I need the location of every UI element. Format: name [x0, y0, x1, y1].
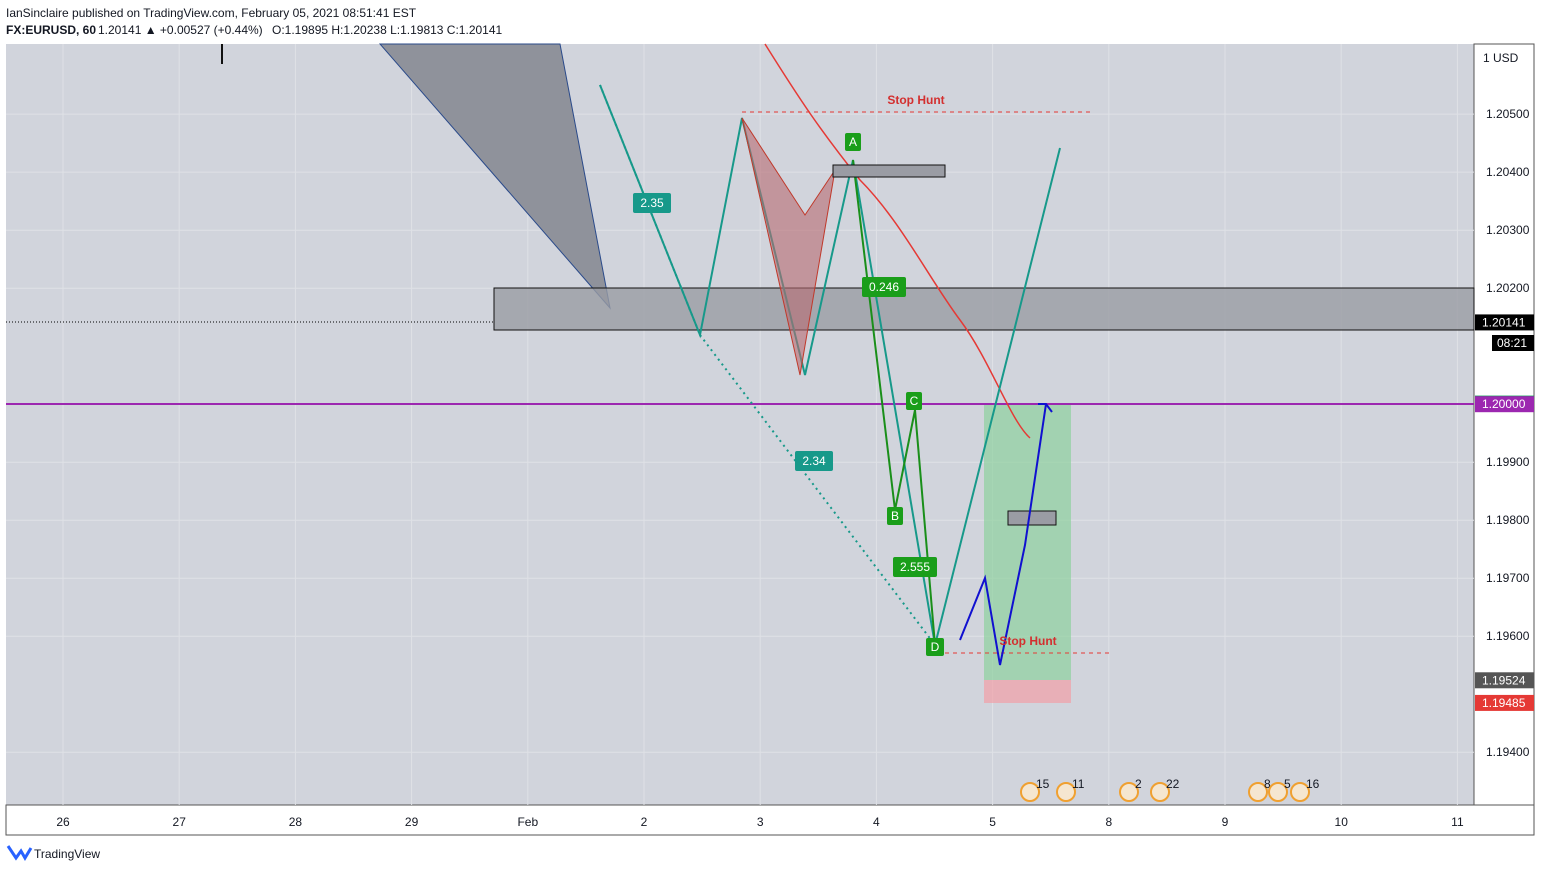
x-tick-label: 26 — [56, 815, 70, 829]
event-count: 8 — [1264, 777, 1271, 791]
harmonic-green — [852, 159, 936, 646]
label: C — [910, 394, 919, 408]
logo — [6, 845, 33, 861]
box — [1007, 510, 1057, 526]
currency-label: 1 USD — [1483, 51, 1519, 65]
loss-zone — [984, 680, 1071, 703]
price-tag — [1475, 672, 1534, 689]
event-count: 11 — [1072, 777, 1085, 791]
x-tick-label: 9 — [1222, 815, 1229, 829]
y-tick-label: 1.19600 — [1486, 629, 1530, 643]
event-count: 22 — [1166, 777, 1180, 791]
x-tick-label: 4 — [873, 815, 880, 829]
y-tick-label: 1.19800 — [1486, 513, 1530, 527]
label-box — [795, 451, 833, 471]
triangle-drawing — [378, 43, 611, 310]
label-box — [893, 557, 937, 577]
countdown: 08:21 — [1497, 336, 1527, 350]
price-tag-label: 1.19485 — [1482, 696, 1526, 710]
annotation: Stop Hunt — [999, 634, 1056, 648]
box — [832, 164, 946, 178]
last-price: 1.20141 ▲ +0.00527 (+0.44%) — [98, 23, 263, 37]
price-tag-label: 1.20000 — [1482, 397, 1526, 411]
x-tick-label: 5 — [989, 815, 996, 829]
x-tick-label: 11 — [1451, 815, 1464, 829]
y-tick-label: 1.19900 — [1486, 455, 1530, 469]
x-tick-label: 3 — [757, 815, 764, 829]
label: 0.246 — [869, 280, 899, 294]
price-tag — [1475, 694, 1534, 711]
label-box — [926, 638, 944, 656]
y-tick-label: 1.19700 — [1486, 571, 1530, 585]
event-count: 5 — [1284, 777, 1291, 791]
arrow-head — [1038, 403, 1053, 413]
x-tick-label: 28 — [289, 815, 303, 829]
publisher: IanSinclaire published on TradingView.co… — [6, 6, 417, 20]
brand: TradingView — [34, 847, 100, 861]
event-icon — [1290, 782, 1310, 802]
y-tick-label: 1.20200 — [1486, 281, 1530, 295]
label-box — [887, 507, 903, 525]
label: B — [891, 509, 899, 523]
x-tick-label: 27 — [173, 815, 187, 829]
label-box — [633, 193, 671, 213]
label-box — [845, 133, 861, 151]
y-tick-label: 1.20500 — [1486, 107, 1530, 121]
price-tag — [1475, 314, 1534, 331]
label: D — [931, 640, 940, 654]
dotted-leg — [699, 334, 936, 646]
y-tick-label: 1.20300 — [1486, 223, 1530, 237]
event-count: 2 — [1135, 777, 1142, 791]
event-icon — [1020, 782, 1040, 802]
price-axis — [1473, 43, 1535, 806]
label: A — [849, 135, 857, 149]
moving-average — [764, 43, 1031, 439]
x-tick-label: Feb — [517, 815, 538, 829]
x-tick-label: 10 — [1335, 815, 1349, 829]
event-icon — [1248, 782, 1268, 802]
ohlc: O:1.19895 H:1.20238 L:1.19813 C:1.20141 — [272, 23, 503, 37]
annotation: Stop Hunt — [887, 93, 944, 107]
x-tick-label: 29 — [405, 815, 419, 829]
price-tag-label: 1.20141 — [1482, 315, 1526, 329]
label: 2.555 — [900, 560, 930, 574]
price-tag-label: 1.19524 — [1482, 673, 1526, 687]
label: 2.34 — [802, 454, 826, 468]
profit-zone — [984, 404, 1071, 680]
time-axis — [5, 804, 1535, 836]
event-icon — [1150, 782, 1170, 802]
y-tick-label: 1.20400 — [1486, 165, 1530, 179]
event-icon — [1268, 782, 1288, 802]
x-tick-label: 8 — [1105, 815, 1112, 829]
x-tick-label: 2 — [641, 815, 648, 829]
symbol: FX:EURUSD, 60 — [6, 23, 96, 37]
zone — [493, 287, 1475, 331]
events: 15 11 2 22 8 5 16 — [1020, 777, 1320, 802]
label: 2.35 — [640, 196, 664, 210]
label-box — [906, 392, 922, 410]
event-icon — [1119, 782, 1139, 802]
projection-arrow — [959, 403, 1047, 666]
event-icon — [1056, 782, 1076, 802]
label-box — [862, 277, 906, 297]
event-count: 15 — [1036, 777, 1050, 791]
point-labels: A B C D 2.35 0.246 2.34 2.555 — [633, 133, 944, 656]
y-tick-label: 1.19400 — [1486, 745, 1530, 759]
event-count: 16 — [1306, 777, 1320, 791]
countdown-box — [1492, 335, 1534, 351]
grid — [6, 44, 1474, 805]
price-tag — [1475, 396, 1534, 413]
plot-area — [6, 44, 1474, 805]
